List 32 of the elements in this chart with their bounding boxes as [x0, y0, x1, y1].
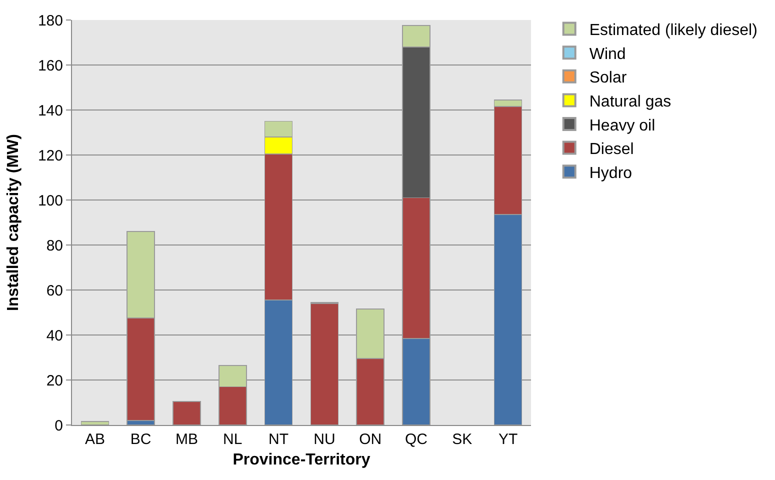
- x-tick-label: NL: [223, 431, 242, 448]
- bar: [172, 400, 201, 425]
- x-tick-label: SK: [452, 431, 472, 448]
- legend-label: Heavy oil: [589, 117, 656, 134]
- x-tick-label: BC: [130, 431, 152, 448]
- x-tick-label: YT: [498, 431, 518, 448]
- legend-label: Hydro: [589, 164, 632, 182]
- y-tick-label: 40: [46, 327, 63, 344]
- bar: [310, 303, 339, 425]
- y-tick-label: 80: [46, 237, 63, 254]
- x-tick-label: NU: [314, 431, 336, 448]
- x-tick-label: QC: [405, 431, 428, 448]
- bar: [80, 421, 110, 425]
- x-tick-label: AB: [84, 431, 105, 448]
- y-tick-label: 180: [38, 12, 63, 30]
- legend-label: Natural gas: [589, 93, 672, 110]
- legend-label: Solar: [589, 70, 628, 87]
- x-tick-label: MB: [176, 431, 198, 448]
- y-axis-title: Installed capacity (MW): [4, 134, 22, 311]
- y-tick-label: 160: [38, 57, 63, 74]
- x-axis-title: Province-Territory: [232, 452, 370, 469]
- x-tick-label: ON: [359, 431, 382, 448]
- legend-label: Diesel: [589, 141, 634, 158]
- y-tick-label: 100: [38, 192, 63, 210]
- y-tick-label: 140: [38, 102, 63, 120]
- x-tick-label: NT: [268, 431, 289, 448]
- legend-label: Estimated (likely diesel): [589, 22, 758, 40]
- y-tick-label: 120: [38, 147, 63, 164]
- y-tick-label: 60: [46, 282, 63, 300]
- y-tick-label: 0: [54, 417, 63, 434]
- y-tick-label: 20: [46, 372, 63, 390]
- legend-label: Wind: [589, 46, 626, 63]
